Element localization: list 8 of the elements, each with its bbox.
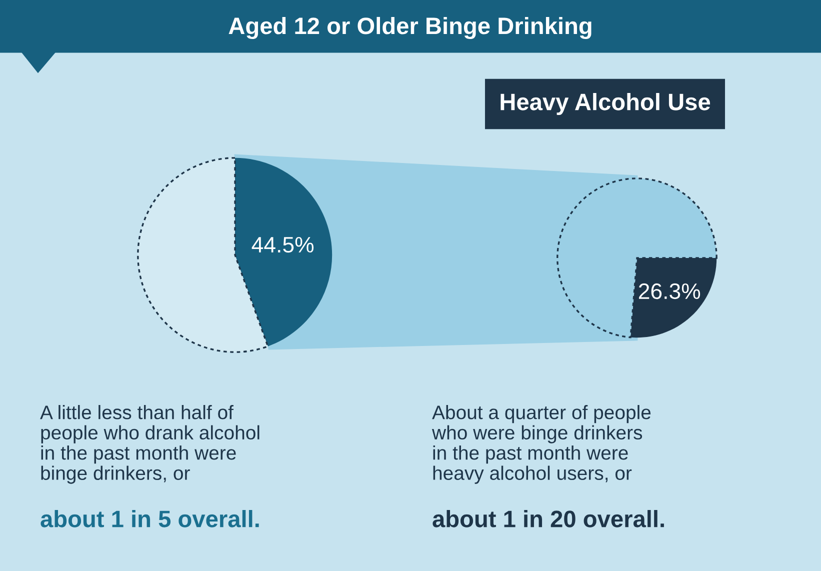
text: Aged 12 or Older Binge Drinking xyxy=(228,16,592,40)
text: about 1 in 20 overall. xyxy=(432,510,664,528)
text: A little less than half of people who drank alcohol in the past month were binge drinkers, or xyxy=(40,405,260,484)
data-label: 26.3% xyxy=(638,283,700,300)
text: About a quarter of people who were binge drinkers in the past month were heavy alcohol users, or xyxy=(432,405,651,484)
chart-title: Heavy Alcohol Use xyxy=(500,92,710,116)
data-label: 44.5% xyxy=(252,236,314,253)
text: about 1 in 5 overall. xyxy=(40,510,259,528)
